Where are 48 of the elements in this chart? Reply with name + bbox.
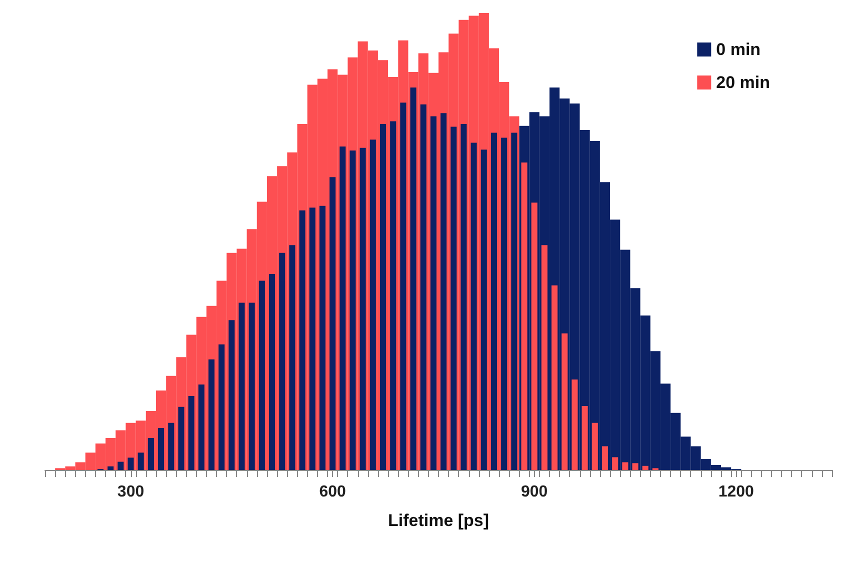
bar (218, 344, 225, 470)
bar (350, 150, 356, 470)
x-tick-label: 300 (117, 484, 144, 500)
x-tick-label: 900 (521, 484, 548, 500)
bar (511, 132, 518, 470)
bar (118, 462, 124, 470)
bar (330, 177, 336, 470)
x-axis-title: Lifetime [ps] (388, 511, 490, 530)
legend-label: 0 min (716, 40, 761, 59)
bar (168, 422, 174, 470)
x-tick-label: 1200 (718, 484, 754, 500)
bar (138, 452, 144, 470)
bar (490, 132, 498, 470)
bar (470, 142, 477, 470)
bar (319, 206, 326, 470)
bar (258, 280, 265, 470)
bar (108, 466, 114, 470)
bar (228, 320, 235, 470)
bar (380, 124, 386, 470)
legend-label: 20 min (716, 73, 770, 92)
bar (410, 87, 416, 470)
bar (198, 384, 204, 470)
bar (178, 406, 184, 470)
bar (268, 274, 276, 470)
bar (158, 428, 164, 470)
bar (450, 126, 457, 470)
bar (360, 148, 366, 470)
bar (299, 210, 306, 470)
bar (420, 104, 426, 470)
bar (460, 124, 467, 470)
bar (501, 138, 508, 470)
x-tick-label: 600 (319, 484, 346, 500)
bar (289, 245, 296, 470)
bar (188, 396, 194, 470)
bar (430, 116, 436, 470)
bar (400, 102, 406, 470)
bar (390, 121, 396, 470)
bar (128, 458, 134, 470)
bar (370, 140, 376, 470)
bar (248, 302, 255, 470)
bar (480, 150, 487, 470)
bar (279, 252, 286, 470)
bar (440, 113, 447, 470)
bar (208, 359, 215, 470)
bar (340, 146, 346, 470)
bar (238, 302, 245, 470)
bar (148, 438, 154, 470)
bar (309, 208, 316, 470)
